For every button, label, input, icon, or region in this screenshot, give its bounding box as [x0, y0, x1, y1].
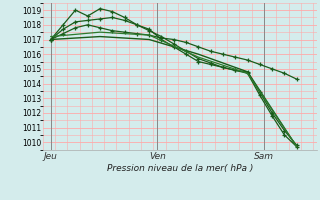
X-axis label: Pression niveau de la mer( hPa ): Pression niveau de la mer( hPa ) [107, 164, 253, 173]
